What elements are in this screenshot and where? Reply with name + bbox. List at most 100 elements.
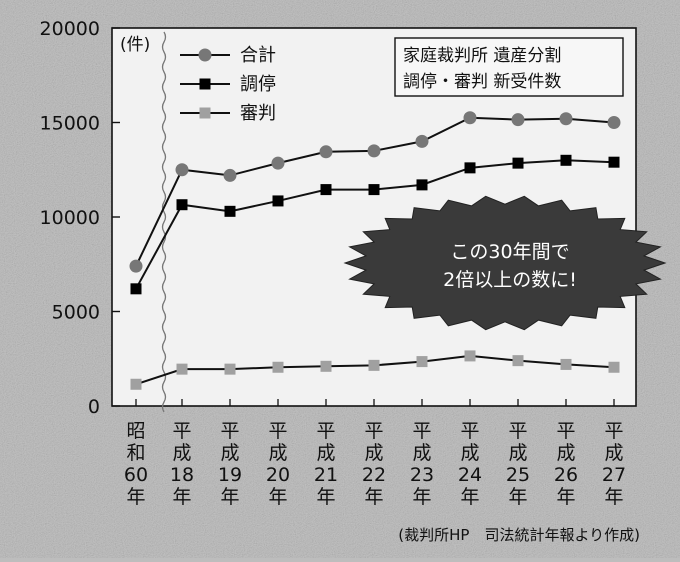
x-tick-label: 平 bbox=[604, 420, 623, 442]
x-tick-label: 平 bbox=[460, 420, 479, 442]
data-point bbox=[559, 112, 573, 126]
x-tick-label: 20 bbox=[266, 464, 290, 486]
x-tick-label: 年 bbox=[316, 486, 335, 508]
data-point bbox=[415, 134, 429, 148]
x-tick-label: 19 bbox=[218, 464, 242, 486]
x-tick-label: 成 bbox=[556, 442, 575, 464]
data-point bbox=[176, 363, 188, 375]
data-point bbox=[416, 179, 428, 191]
series-1 bbox=[129, 111, 621, 273]
x-tick-label: 18 bbox=[170, 464, 194, 486]
data-point bbox=[464, 162, 476, 174]
x-tick-label: 年 bbox=[220, 486, 239, 508]
x-tick-label: 平 bbox=[364, 420, 383, 442]
data-point bbox=[608, 361, 620, 373]
data-point bbox=[272, 361, 284, 373]
data-point bbox=[368, 184, 380, 196]
x-tick-label: 年 bbox=[556, 486, 575, 508]
series-3 bbox=[130, 350, 620, 390]
data-point bbox=[224, 363, 236, 375]
y-tick-label: 0 bbox=[88, 396, 100, 418]
data-point bbox=[130, 283, 142, 295]
x-tick-label: 年 bbox=[460, 486, 479, 508]
legend-label: 合計 bbox=[240, 45, 276, 66]
data-point bbox=[223, 168, 237, 182]
x-tick-label: 23 bbox=[410, 464, 434, 486]
data-point bbox=[560, 358, 572, 370]
x-tick-label: 成 bbox=[172, 442, 191, 464]
x-tick-label: 平 bbox=[268, 420, 287, 442]
title-line-2: 調停・審判 新受件数 bbox=[403, 72, 561, 92]
x-tick-label: 成 bbox=[316, 442, 335, 464]
data-point bbox=[224, 205, 236, 217]
x-tick-label: 成 bbox=[460, 442, 479, 464]
x-tick-label: 26 bbox=[554, 464, 578, 486]
data-point bbox=[272, 195, 284, 207]
x-tick-label: 平 bbox=[316, 420, 335, 442]
series-2 bbox=[130, 154, 620, 295]
y-tick-label: 15000 bbox=[40, 113, 100, 135]
data-point bbox=[320, 360, 332, 372]
x-tick-label: 年 bbox=[508, 486, 527, 508]
data-point bbox=[511, 113, 525, 127]
axis-break-line bbox=[161, 31, 167, 413]
data-point bbox=[512, 157, 524, 169]
x-tick-label: 年 bbox=[172, 486, 191, 508]
x-tick-label: 平 bbox=[508, 420, 527, 442]
data-point bbox=[368, 359, 380, 371]
title-box-frame bbox=[394, 37, 624, 97]
x-tick-label: 22 bbox=[362, 464, 386, 486]
x-tick-label: 和 bbox=[126, 442, 145, 464]
x-tick-label: 平 bbox=[220, 420, 239, 442]
x-tick-label: 年 bbox=[604, 486, 623, 508]
x-tick-label: 25 bbox=[506, 464, 530, 486]
data-point bbox=[607, 116, 621, 129]
data-point bbox=[271, 156, 285, 170]
data-point bbox=[320, 184, 332, 196]
x-tick-label: 24 bbox=[458, 464, 482, 486]
y-tick-label: 20000 bbox=[40, 18, 100, 40]
legend-marker bbox=[199, 78, 211, 90]
data-point bbox=[129, 259, 143, 273]
legend-marker bbox=[198, 48, 212, 62]
data-point bbox=[560, 154, 572, 166]
data-point bbox=[319, 145, 333, 159]
x-tick-label: 昭 bbox=[126, 420, 145, 442]
x-tick-label: 成 bbox=[364, 442, 383, 464]
x-tick-label: 60 bbox=[124, 464, 148, 486]
x-tick-label: 年 bbox=[364, 486, 383, 508]
title-box: 家庭裁判所 遺産分割 調停・審判 新受件数 bbox=[394, 37, 624, 97]
data-point bbox=[512, 355, 524, 367]
title-line-1: 家庭裁判所 遺産分割 bbox=[403, 46, 561, 66]
x-tick-label: 平 bbox=[556, 420, 575, 442]
x-tick-label: 平 bbox=[412, 420, 431, 442]
data-point bbox=[464, 350, 476, 362]
annotation-starburst: この30年間で 2倍以上の数に! bbox=[343, 195, 667, 331]
x-tick-label: 成 bbox=[604, 442, 623, 464]
source-note: (裁判所HP 司法統計年報より作成) bbox=[398, 526, 640, 544]
data-point bbox=[367, 144, 381, 158]
data-point bbox=[416, 356, 428, 368]
legend-label: 審判 bbox=[240, 103, 276, 124]
x-tick-label: 成 bbox=[268, 442, 287, 464]
x-tick-label: 成 bbox=[508, 442, 527, 464]
legend-label: 調停 bbox=[240, 74, 276, 95]
data-point bbox=[175, 163, 189, 177]
x-tick-label: 年 bbox=[268, 486, 287, 508]
x-tick-label: 27 bbox=[602, 464, 626, 486]
annotation-line-1: この30年間で bbox=[450, 241, 569, 263]
data-point bbox=[130, 378, 142, 390]
x-tick-label: 成 bbox=[412, 442, 431, 464]
x-tick-label: 平 bbox=[172, 420, 191, 442]
legend-marker bbox=[199, 107, 211, 119]
x-tick-label: 年 bbox=[126, 486, 145, 508]
x-tick-label: 21 bbox=[314, 464, 338, 486]
x-tick-label: 年 bbox=[412, 486, 431, 508]
annotation-line-2: 2倍以上の数に! bbox=[443, 269, 577, 291]
data-point bbox=[463, 111, 477, 125]
y-tick-label: 5000 bbox=[52, 302, 100, 324]
y-unit-label: (件) bbox=[120, 35, 150, 55]
x-tick-label: 成 bbox=[220, 442, 239, 464]
